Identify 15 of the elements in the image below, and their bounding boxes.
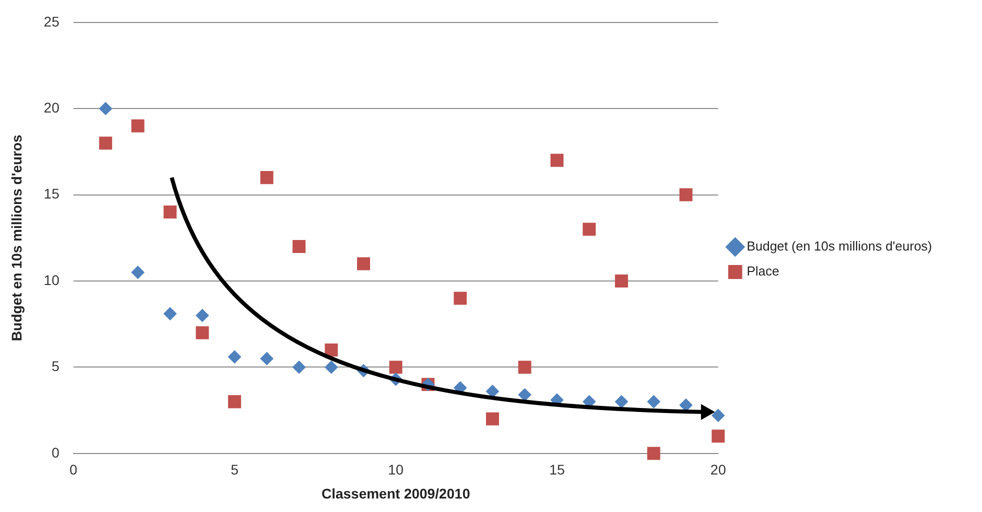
x-tick-label: 15	[549, 462, 565, 478]
x-tick-label: 10	[388, 462, 404, 478]
x-axis-title: Classement 2009/2010	[321, 485, 470, 502]
x-tick-label: 0	[69, 462, 78, 478]
y-tick-label: 25	[44, 13, 60, 30]
y-tick-label: 15	[44, 186, 60, 202]
y-axis-title: Budget en 10s millions d'euros	[8, 134, 24, 342]
y-tick-label: 10	[44, 272, 60, 288]
x-tick-label: 5	[230, 462, 239, 478]
legend-label: Place	[746, 264, 780, 279]
x-tick-label: 20	[710, 462, 726, 478]
legend-label: Budget (en 10s millions d'euros)	[746, 238, 932, 254]
y-tick-label: 20	[44, 99, 60, 116]
y-tick-label: 0	[52, 444, 60, 460]
y-tick-label: 5	[52, 358, 60, 374]
